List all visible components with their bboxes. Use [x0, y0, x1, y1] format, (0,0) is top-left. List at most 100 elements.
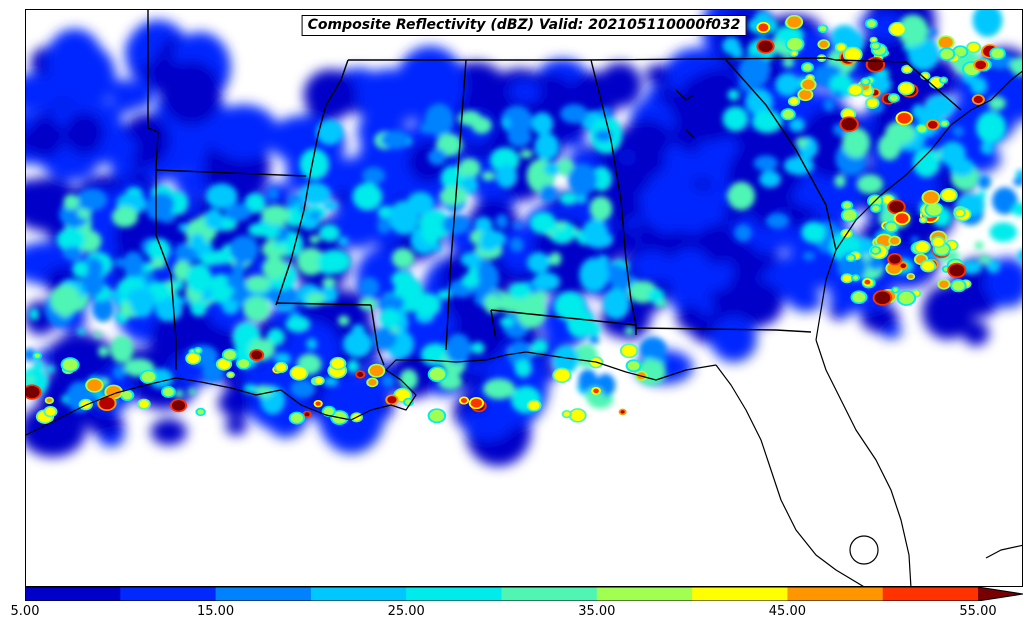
echo-area-moderate — [231, 261, 246, 278]
echo-area-moderate — [471, 342, 485, 354]
echo-area-moderate — [789, 117, 805, 132]
echo-area-moderate — [461, 273, 480, 288]
echo-cell-core — [172, 400, 186, 411]
echo-area-moderate — [399, 368, 418, 391]
echo-area-light — [100, 131, 137, 164]
echo-area-moderate — [50, 284, 81, 316]
echo-area-moderate — [309, 211, 322, 219]
echo-cell-core — [387, 396, 397, 404]
echo-cell-core — [886, 222, 897, 232]
echo-area-light — [64, 111, 105, 155]
echo-cell-core — [563, 411, 570, 417]
echo-area-moderate — [305, 292, 326, 307]
echo-cell-core — [872, 205, 880, 212]
echo-cell-core — [187, 353, 200, 364]
echo-cell-core — [197, 409, 204, 415]
echo-area-moderate — [26, 376, 34, 384]
echo-area-moderate — [516, 293, 547, 329]
echo-cell-core — [952, 280, 965, 291]
echo-area-moderate — [381, 374, 395, 388]
echo-area-light — [396, 304, 456, 343]
echo-cell-core — [528, 401, 540, 410]
echo-area-moderate — [398, 255, 409, 264]
echo-area-moderate — [178, 223, 189, 232]
echo-area-moderate — [427, 148, 447, 166]
echo-area-moderate — [568, 163, 598, 196]
echo-area-moderate — [474, 216, 493, 232]
reflectivity-field — [26, 10, 1022, 467]
echo-area-moderate — [92, 296, 114, 322]
echo-area-moderate — [377, 295, 405, 312]
echo-area-moderate — [190, 300, 207, 317]
echo-area-moderate — [458, 158, 481, 179]
echo-area-moderate — [439, 186, 468, 206]
echo-cell-core — [802, 79, 815, 90]
echo-area-moderate — [379, 308, 400, 328]
echo-area-moderate — [189, 233, 206, 252]
echo-area-moderate — [276, 226, 290, 241]
echo-area-moderate — [316, 119, 344, 145]
echo-area-moderate — [589, 196, 613, 222]
colorbar-swatch — [310, 587, 407, 601]
echo-area-moderate — [495, 164, 518, 189]
echo-cell-core — [620, 410, 625, 414]
echo-cell-core — [819, 40, 829, 48]
echo-area-moderate — [823, 98, 835, 112]
echo-area-moderate — [243, 383, 257, 394]
echo-area-moderate — [261, 204, 290, 225]
echo-cell-core — [871, 42, 879, 49]
echo-area-moderate — [509, 237, 524, 253]
echo-cell-core — [877, 235, 892, 247]
echo-cell-core — [889, 254, 901, 264]
echo-area-moderate — [391, 270, 414, 288]
echo-area-moderate — [624, 326, 635, 336]
echo-area-light — [317, 373, 385, 454]
echo-cell-core — [889, 201, 904, 213]
echo-area-moderate — [647, 288, 665, 304]
echo-cell-core — [847, 255, 855, 261]
echo-area-light — [962, 321, 990, 346]
echo-cell-core — [217, 359, 231, 370]
echo-area-moderate — [512, 222, 523, 229]
echo-area-light — [645, 64, 671, 85]
echo-area-moderate — [188, 388, 197, 395]
echo-cell-core — [871, 38, 876, 42]
echo-area-moderate — [147, 238, 171, 263]
echo-area-moderate — [299, 182, 331, 205]
echo-cell-core — [460, 398, 468, 403]
echo-cell-core — [315, 401, 321, 406]
colorbar-tick-labels: 5.00 15.00 25.00 35.00 45.00 55.00 — [11, 604, 1023, 624]
echo-area-moderate — [560, 104, 589, 124]
echo-area-moderate — [181, 296, 191, 305]
echo-area-moderate — [173, 389, 184, 398]
echo-area-moderate — [783, 156, 814, 176]
echo-cell-core — [932, 237, 944, 247]
echo-area-moderate — [986, 259, 1001, 273]
echo-area-moderate — [294, 201, 304, 208]
echo-area-moderate — [885, 120, 916, 145]
echo-area-moderate — [483, 378, 516, 400]
echo-area-light — [666, 248, 713, 299]
echo-cell-core — [238, 359, 250, 369]
echo-cell-core — [791, 51, 797, 56]
echo-area-moderate — [566, 307, 595, 339]
colorbar-tick-label: 35.00 — [578, 604, 616, 619]
echo-area-moderate — [556, 221, 565, 231]
echo-area-moderate — [734, 224, 752, 242]
echo-area-moderate — [442, 214, 470, 235]
echo-area-moderate — [306, 338, 318, 350]
echo-area-light — [739, 121, 810, 167]
echo-cell-core — [62, 358, 78, 371]
echo-cell-core — [867, 20, 876, 28]
echo-cell-core — [900, 263, 907, 269]
echo-cell-core — [866, 98, 878, 108]
echo-cell-core — [940, 48, 954, 60]
echo-cell-core — [758, 23, 769, 32]
echo-area-moderate — [63, 246, 82, 260]
echo-area-moderate — [358, 297, 378, 311]
echo-cell-core — [852, 292, 866, 303]
echo-area-moderate — [483, 293, 501, 314]
echo-area-moderate — [215, 224, 224, 232]
echo-area-moderate — [76, 188, 108, 211]
echo-area-moderate — [421, 219, 442, 245]
